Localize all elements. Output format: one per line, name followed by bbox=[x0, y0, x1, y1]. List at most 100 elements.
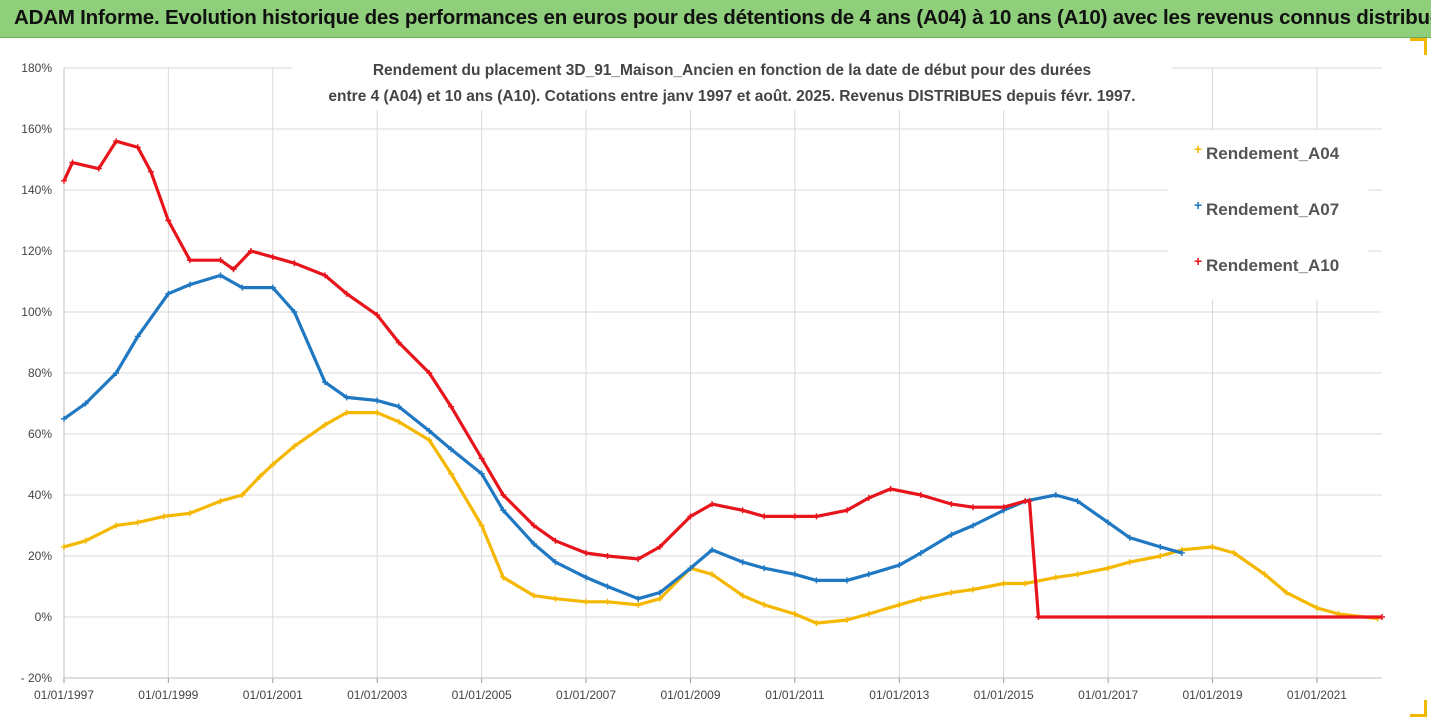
data-point bbox=[1157, 543, 1164, 550]
data-point bbox=[165, 290, 172, 297]
data-point bbox=[395, 418, 402, 425]
data-point bbox=[239, 284, 246, 291]
data-point bbox=[186, 510, 193, 517]
data-point bbox=[887, 485, 894, 492]
data-point bbox=[530, 592, 537, 599]
data-point bbox=[395, 403, 402, 410]
data-point bbox=[948, 531, 955, 538]
legend-item-a10: + Rendement_A10 bbox=[1194, 254, 1339, 276]
corner-marker-top-right bbox=[1410, 38, 1427, 55]
series-trace bbox=[63, 411, 1378, 625]
data-point bbox=[448, 470, 455, 477]
data-point bbox=[1000, 580, 1007, 587]
y-tick-label: 60% bbox=[28, 427, 52, 441]
data-point bbox=[656, 589, 663, 596]
data-point bbox=[448, 446, 455, 453]
data-point bbox=[761, 601, 768, 608]
data-point bbox=[865, 495, 872, 502]
data-point bbox=[61, 543, 67, 550]
data-point bbox=[1026, 498, 1033, 505]
data-point bbox=[448, 403, 455, 410]
y-tick-label: 20% bbox=[28, 549, 52, 563]
data-point bbox=[395, 339, 402, 346]
data-point bbox=[500, 574, 507, 581]
data-point bbox=[113, 522, 120, 529]
data-point bbox=[552, 595, 559, 602]
x-tick-label: 01/01/2003 bbox=[347, 688, 407, 702]
data-point bbox=[1052, 574, 1059, 581]
legend: + Rendement_A04 + Rendement_A07 + Rendem… bbox=[1168, 130, 1368, 300]
chart-title-line1: Rendement du placement 3D_91_Maison_Anci… bbox=[372, 62, 1092, 79]
data-point bbox=[739, 507, 746, 514]
legend-label-a04: Rendement_A04 bbox=[1206, 144, 1340, 163]
banner: ADAM Informe. Evolution historique des p… bbox=[0, 0, 1431, 38]
data-point bbox=[147, 168, 154, 175]
data-point bbox=[256, 473, 263, 480]
data-point bbox=[582, 574, 589, 581]
data-point bbox=[1283, 589, 1290, 596]
data-point bbox=[552, 537, 559, 544]
data-point bbox=[635, 601, 642, 608]
data-point bbox=[1035, 614, 1042, 620]
data-point bbox=[500, 492, 507, 498]
data-point bbox=[813, 577, 820, 584]
data-point bbox=[917, 549, 924, 556]
data-point bbox=[761, 513, 768, 520]
data-point bbox=[61, 177, 67, 184]
data-point bbox=[530, 522, 537, 529]
data-point bbox=[1231, 549, 1238, 556]
data-point bbox=[1379, 614, 1385, 620]
data-point bbox=[500, 507, 507, 514]
data-point bbox=[709, 546, 716, 553]
data-point bbox=[582, 598, 589, 605]
legend-marker-a10: + bbox=[1194, 253, 1203, 269]
data-point bbox=[61, 415, 67, 422]
chart: - 20% 0% 20% 40% 60% 80% 100% 120% 140% 160% 180% 0… bbox=[21, 61, 1385, 702]
data-point bbox=[813, 620, 820, 627]
data-point bbox=[113, 138, 120, 145]
data-point bbox=[291, 443, 298, 450]
data-point bbox=[739, 592, 746, 599]
data-point bbox=[709, 571, 716, 578]
legend-marker-a07: + bbox=[1194, 197, 1203, 213]
data-point bbox=[134, 333, 141, 340]
data-point bbox=[865, 571, 872, 578]
x-tick-label: 01/01/2019 bbox=[1182, 688, 1242, 702]
data-point bbox=[687, 565, 694, 572]
chart-title-line2: entre 4 (A04) et 10 ans (A10). Cotations… bbox=[328, 88, 1136, 105]
data-point bbox=[970, 522, 977, 529]
data-point bbox=[134, 144, 141, 151]
data-point bbox=[186, 257, 193, 264]
data-point bbox=[1105, 519, 1112, 526]
data-point bbox=[374, 409, 381, 416]
x-tick-label: 01/01/2021 bbox=[1287, 688, 1347, 702]
y-tick-label: - 20% bbox=[21, 671, 53, 685]
data-point bbox=[917, 492, 924, 498]
data-point bbox=[1000, 504, 1007, 511]
x-tick-label: 01/01/2007 bbox=[556, 688, 616, 702]
series-rendement-a04 bbox=[61, 409, 1381, 627]
data-point bbox=[656, 595, 663, 602]
data-point bbox=[604, 598, 611, 605]
data-point bbox=[865, 610, 872, 617]
data-point bbox=[970, 586, 977, 593]
data-point bbox=[426, 370, 433, 376]
y-tick-label: 180% bbox=[21, 61, 52, 75]
x-tick-label: 01/01/2017 bbox=[1078, 688, 1138, 702]
data-point bbox=[709, 501, 716, 508]
data-point bbox=[1052, 492, 1059, 498]
data-point bbox=[1178, 549, 1185, 556]
data-point bbox=[1313, 604, 1320, 611]
data-point bbox=[374, 312, 381, 319]
banner-title: ADAM Informe. Evolution historique des p… bbox=[14, 6, 1431, 29]
data-point bbox=[69, 159, 76, 166]
data-point bbox=[552, 559, 559, 566]
series-trace bbox=[62, 139, 1382, 619]
y-tick-label: 100% bbox=[21, 305, 52, 319]
legend-label-a07: Rendement_A07 bbox=[1206, 200, 1340, 219]
data-point bbox=[426, 437, 433, 444]
data-point bbox=[739, 559, 746, 566]
data-point bbox=[321, 421, 328, 428]
data-point bbox=[95, 165, 102, 172]
data-point bbox=[343, 409, 350, 416]
